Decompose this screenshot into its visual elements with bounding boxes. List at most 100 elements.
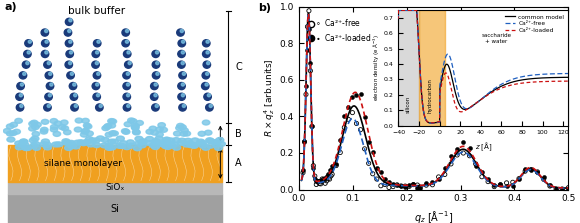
Ellipse shape — [138, 140, 146, 145]
Ellipse shape — [16, 93, 23, 100]
Ellipse shape — [50, 127, 58, 132]
Ellipse shape — [41, 119, 49, 124]
Ellipse shape — [54, 121, 61, 126]
Ellipse shape — [183, 142, 191, 147]
Ellipse shape — [182, 72, 186, 75]
X-axis label: $q_z$ [Å$^{-1}$]: $q_z$ [Å$^{-1}$] — [414, 209, 453, 223]
Ellipse shape — [29, 138, 37, 143]
Ellipse shape — [115, 143, 124, 148]
Ellipse shape — [55, 142, 63, 147]
Ellipse shape — [32, 132, 39, 136]
Ellipse shape — [20, 139, 28, 144]
Ellipse shape — [85, 124, 92, 129]
Ellipse shape — [47, 104, 50, 107]
Ellipse shape — [74, 104, 78, 107]
Ellipse shape — [168, 143, 176, 148]
Ellipse shape — [82, 118, 89, 123]
Ellipse shape — [40, 142, 48, 147]
Ellipse shape — [44, 104, 51, 111]
Ellipse shape — [15, 141, 23, 146]
Ellipse shape — [64, 29, 72, 36]
Ellipse shape — [197, 139, 205, 144]
Point — [409, 183, 418, 186]
Ellipse shape — [65, 61, 72, 68]
Point — [298, 168, 307, 171]
Ellipse shape — [95, 62, 99, 65]
Ellipse shape — [198, 131, 205, 136]
Ellipse shape — [6, 131, 14, 136]
Ellipse shape — [123, 83, 130, 90]
Ellipse shape — [124, 50, 131, 58]
Ellipse shape — [108, 123, 115, 128]
Ellipse shape — [207, 94, 211, 97]
Ellipse shape — [24, 146, 32, 151]
Ellipse shape — [42, 40, 49, 47]
Ellipse shape — [125, 61, 132, 68]
Ellipse shape — [126, 83, 129, 86]
Ellipse shape — [109, 119, 117, 124]
Ellipse shape — [123, 93, 130, 100]
Ellipse shape — [50, 83, 53, 86]
Ellipse shape — [29, 121, 37, 126]
Point — [309, 164, 318, 167]
Ellipse shape — [154, 83, 157, 86]
Ellipse shape — [6, 124, 14, 129]
Ellipse shape — [206, 51, 209, 54]
Point — [434, 178, 443, 181]
Point — [496, 183, 505, 187]
Ellipse shape — [77, 140, 85, 145]
Ellipse shape — [3, 128, 11, 133]
Ellipse shape — [122, 129, 130, 134]
Ellipse shape — [176, 126, 183, 130]
Point — [310, 177, 320, 181]
Ellipse shape — [18, 142, 26, 147]
Point — [368, 172, 378, 176]
Ellipse shape — [41, 127, 48, 132]
Text: A: A — [235, 158, 242, 168]
Text: b): b) — [258, 3, 271, 13]
Ellipse shape — [89, 138, 96, 143]
Ellipse shape — [53, 132, 60, 136]
Ellipse shape — [178, 83, 185, 90]
Ellipse shape — [178, 138, 186, 143]
Ellipse shape — [181, 62, 184, 65]
Point — [319, 177, 328, 181]
Ellipse shape — [150, 93, 158, 100]
Ellipse shape — [66, 142, 74, 147]
Point — [552, 187, 561, 191]
Point — [304, 9, 314, 12]
Ellipse shape — [191, 138, 199, 143]
Point — [393, 183, 402, 187]
Ellipse shape — [66, 40, 72, 47]
Ellipse shape — [198, 141, 206, 146]
Point — [490, 183, 499, 186]
Ellipse shape — [92, 138, 100, 143]
Ellipse shape — [83, 139, 90, 144]
Point — [401, 184, 410, 188]
Ellipse shape — [45, 72, 53, 79]
Point — [332, 164, 341, 167]
Text: C: C — [235, 62, 242, 72]
Point — [409, 183, 418, 186]
Point — [434, 175, 443, 179]
Ellipse shape — [10, 122, 17, 127]
Point — [514, 177, 524, 181]
Point — [360, 147, 369, 151]
Point — [306, 62, 315, 65]
Ellipse shape — [75, 118, 83, 123]
Point — [452, 147, 462, 151]
Ellipse shape — [152, 50, 160, 58]
Point — [545, 183, 554, 187]
Ellipse shape — [99, 104, 102, 107]
Ellipse shape — [126, 140, 135, 145]
Ellipse shape — [69, 83, 77, 90]
Point — [311, 183, 321, 186]
Ellipse shape — [9, 131, 17, 136]
Point — [496, 182, 505, 186]
Point — [514, 177, 524, 180]
Point — [539, 178, 548, 181]
Ellipse shape — [203, 61, 211, 68]
Point — [389, 183, 398, 186]
Legend: $\circ$  Ca²⁺-free, $\bullet$  Ca²⁺-loaded: $\circ$ Ca²⁺-free, $\bullet$ Ca²⁺-loaded — [308, 14, 375, 46]
Point — [447, 162, 456, 166]
